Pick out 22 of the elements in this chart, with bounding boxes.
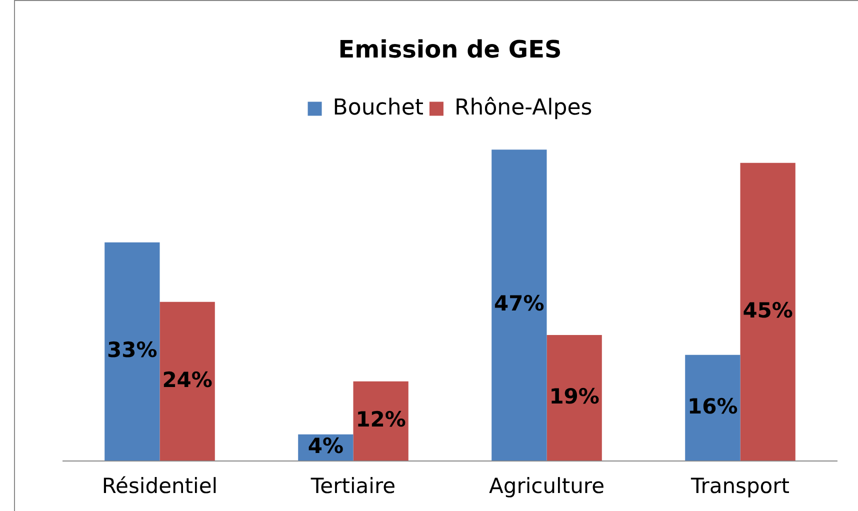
x-tick-label: Agriculture [489,474,604,498]
data-label: 45% [742,298,793,322]
bar [492,150,547,461]
bar [353,381,408,461]
bar [546,335,602,461]
x-tick-label: Résidentiel [102,474,218,498]
legend-label: Rhône-Alpes [454,96,592,121]
data-label: 47% [494,292,544,316]
data-label: 24% [162,368,212,392]
data-label: 16% [688,394,738,418]
bar [104,242,160,461]
data-label: 19% [549,384,600,408]
legend-label: Bouchet [332,96,424,121]
chart-title: Emission de GES [338,36,562,64]
bar [740,162,796,461]
x-tick-label: Tertiaire [310,474,396,498]
bar [160,302,215,461]
data-label: 33% [107,338,158,362]
data-label: 12% [356,408,406,432]
data-label: 4% [308,434,344,458]
x-tick-label: Transport [690,474,790,498]
bar [685,354,740,461]
